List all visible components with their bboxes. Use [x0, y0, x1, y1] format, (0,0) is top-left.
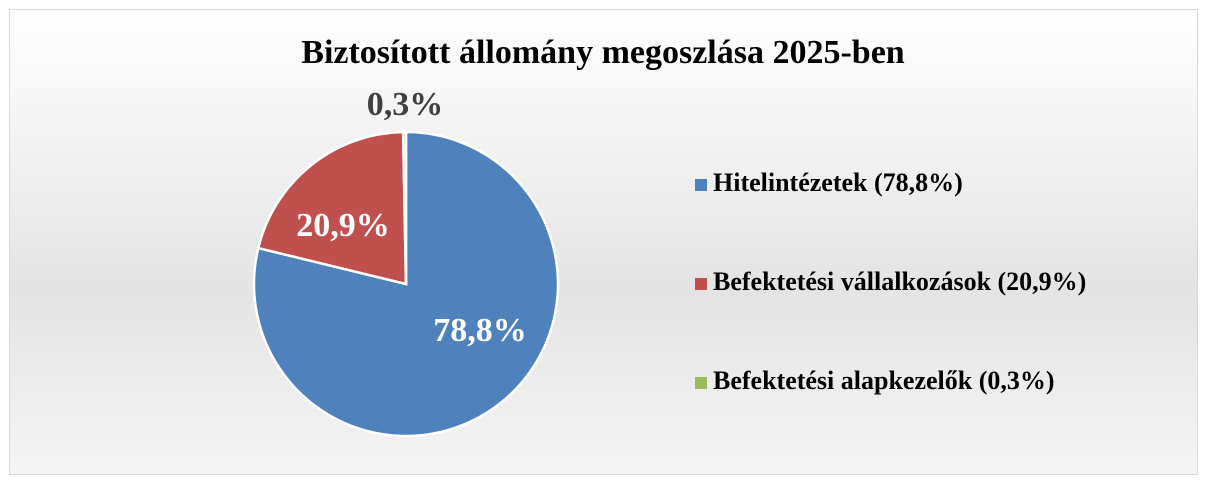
legend-marker: [695, 179, 707, 191]
data-label: 78,8%: [433, 312, 527, 349]
data-label: 0,3%: [367, 86, 444, 123]
chart-area: [9, 9, 1198, 475]
pie-slice: [401, 130, 408, 285]
legend-label: Befektetési alapkezelők (0,3%): [713, 366, 1055, 395]
legend-label: Befektetési vállalkozások (20,9%): [713, 267, 1086, 296]
data-label: 20,9%: [296, 207, 390, 244]
legend-label: Hitelintézetek (78,8%): [713, 168, 963, 197]
chart-title: Biztosított állomány megoszlása 2025-ben: [301, 34, 905, 71]
pie-slice: [256, 130, 408, 286]
legend-marker: [695, 278, 707, 290]
legend-marker: [695, 377, 707, 389]
